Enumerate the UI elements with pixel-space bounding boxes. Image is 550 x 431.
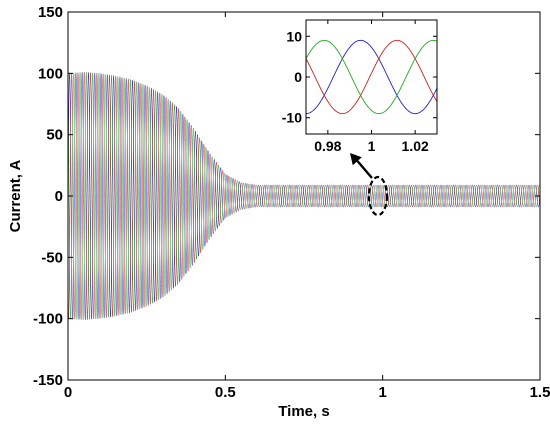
inset-x-tick-label: 1.02 xyxy=(402,138,429,154)
highlight-ellipse xyxy=(367,175,389,217)
y-tick-label: 100 xyxy=(38,65,63,82)
series-group xyxy=(68,71,540,321)
y-tick-label: -100 xyxy=(33,311,63,328)
x-tick-label: 1 xyxy=(378,384,386,401)
y-tick-label: -150 xyxy=(33,372,63,389)
inset-series-line-3 xyxy=(306,39,437,115)
x-tick-label: 0 xyxy=(64,384,72,401)
y-axis-label: Current, A xyxy=(7,159,24,232)
x-tick-label: 0.5 xyxy=(215,384,236,401)
inset-x-tick-label: 1 xyxy=(368,138,376,154)
inset-y-tick-label: -10 xyxy=(282,110,302,126)
inset-x-tick-label: 0.98 xyxy=(314,138,341,154)
y-tick-label: 150 xyxy=(38,4,63,21)
x-tick-label: 1.5 xyxy=(530,384,550,401)
series-line-2 xyxy=(68,71,540,321)
inset-plot: 0.98 1 1.02 -10 0 10 xyxy=(282,19,438,154)
series-line-1 xyxy=(68,72,540,320)
arrow-head xyxy=(350,153,362,166)
inset-y-tick-label: 10 xyxy=(286,28,302,44)
y-tick-label: 50 xyxy=(46,127,63,144)
inset-series-line-1 xyxy=(306,39,437,115)
y-tick-label: 0 xyxy=(55,188,63,205)
annotations xyxy=(350,153,389,217)
series-line-3 xyxy=(68,71,540,321)
x-axis-label: Time, s xyxy=(278,403,329,420)
inset-background xyxy=(306,20,437,134)
inset-series-group xyxy=(306,39,437,115)
inset-y-tick-label: 0 xyxy=(294,69,302,85)
y-tick-label: -50 xyxy=(41,249,63,266)
